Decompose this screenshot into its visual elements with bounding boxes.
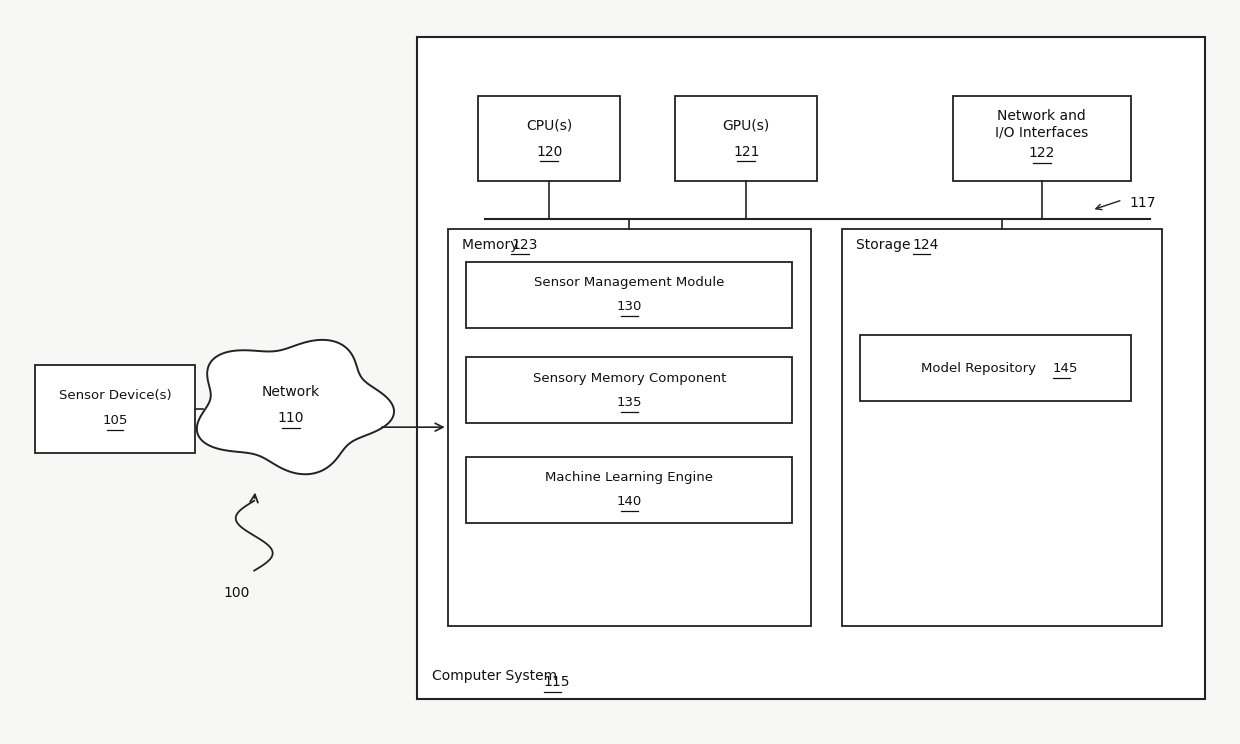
Text: I/O Interfaces: I/O Interfaces — [996, 126, 1089, 140]
FancyBboxPatch shape — [676, 96, 817, 181]
Text: 115: 115 — [543, 676, 570, 690]
Text: 117: 117 — [1130, 196, 1157, 210]
Text: 110: 110 — [278, 411, 304, 426]
FancyBboxPatch shape — [417, 37, 1205, 699]
FancyBboxPatch shape — [35, 365, 195, 453]
Text: Sensor Device(s): Sensor Device(s) — [58, 389, 171, 402]
FancyBboxPatch shape — [952, 96, 1131, 181]
Text: 120: 120 — [536, 144, 563, 158]
Text: 130: 130 — [616, 300, 642, 313]
Text: 135: 135 — [616, 396, 642, 408]
FancyBboxPatch shape — [466, 457, 792, 523]
Polygon shape — [197, 340, 394, 474]
Text: Model Repository: Model Repository — [921, 362, 1040, 375]
Text: Storage: Storage — [857, 238, 915, 251]
Text: Sensory Memory Component: Sensory Memory Component — [532, 372, 725, 385]
Text: 124: 124 — [913, 238, 939, 251]
FancyBboxPatch shape — [448, 228, 811, 626]
Text: GPU(s): GPU(s) — [723, 118, 770, 132]
Text: Network and: Network and — [997, 109, 1086, 124]
Text: Memory: Memory — [463, 238, 523, 251]
Text: 145: 145 — [1053, 362, 1079, 375]
Text: Computer System: Computer System — [432, 669, 560, 683]
Text: 123: 123 — [511, 238, 538, 251]
Text: 105: 105 — [103, 414, 128, 427]
Text: CPU(s): CPU(s) — [526, 118, 573, 132]
FancyBboxPatch shape — [466, 357, 792, 423]
FancyBboxPatch shape — [842, 228, 1162, 626]
Text: 121: 121 — [733, 144, 759, 158]
Text: 140: 140 — [616, 495, 642, 508]
Text: 100: 100 — [223, 586, 249, 600]
FancyBboxPatch shape — [466, 262, 792, 328]
FancyBboxPatch shape — [479, 96, 620, 181]
Text: 122: 122 — [1029, 146, 1055, 160]
Text: Machine Learning Engine: Machine Learning Engine — [546, 472, 713, 484]
Text: Network: Network — [262, 385, 320, 399]
Text: Sensor Management Module: Sensor Management Module — [534, 277, 724, 289]
FancyBboxPatch shape — [861, 336, 1131, 402]
